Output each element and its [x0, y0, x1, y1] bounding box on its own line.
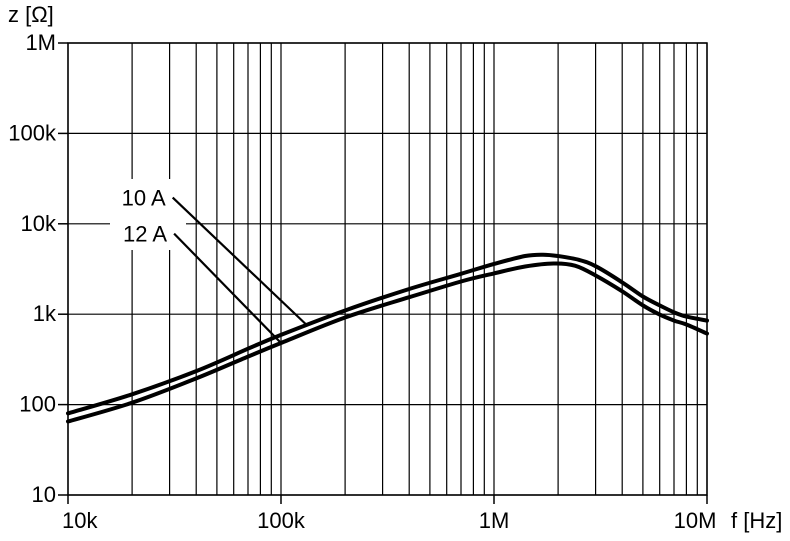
axis-ticks: [58, 42, 708, 504]
x-tick-label: 10M: [674, 508, 717, 533]
annotation-leader-line: [171, 196, 308, 326]
y-tick-label: 10: [32, 482, 56, 507]
y-tick-label: 10k: [21, 211, 57, 236]
series-annotation-label: 12 A: [123, 222, 167, 247]
y-axis-title: z [Ω]: [8, 2, 54, 27]
tick-labels: 10 100 1k 10k 100k 1M 10k 100k 1M 10M: [8, 30, 716, 533]
plot-frame: [67, 42, 708, 496]
x-tick-label: 100k: [257, 508, 306, 533]
x-tick-label: 1M: [479, 508, 510, 533]
y-tick-label: 1M: [25, 30, 56, 55]
series-curve-10-A: [66, 252, 709, 416]
y-tick-label: 1k: [33, 301, 57, 326]
x-axis-title: f [Hz]: [731, 508, 782, 533]
annotation-label-mask: [110, 179, 186, 250]
y-tick-label: 100: [19, 392, 56, 417]
x-tick-label: 10k: [62, 508, 98, 533]
series-annotation-label: 10 A: [122, 186, 166, 211]
series-curve-12-A: [66, 261, 709, 424]
annotation-leader-line: [173, 232, 282, 344]
y-tick-label: 100k: [8, 120, 57, 145]
